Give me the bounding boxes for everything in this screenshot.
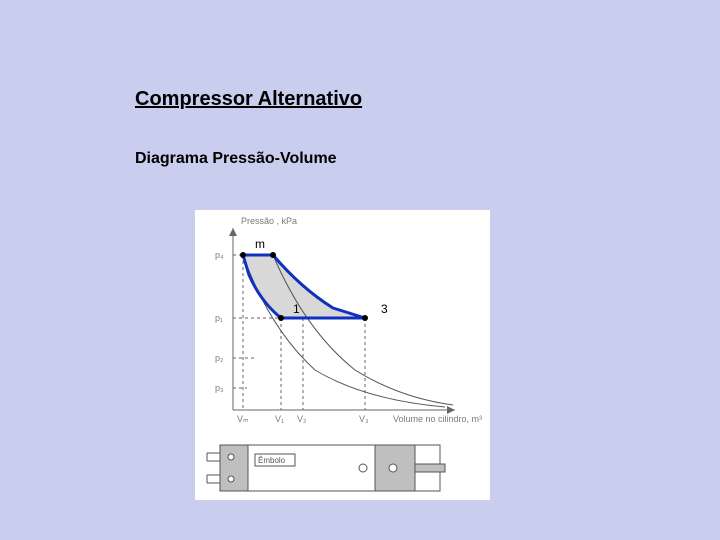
svg-text:m: m xyxy=(255,237,265,251)
svg-text:p₄: p₄ xyxy=(215,250,224,260)
svg-text:p₃: p₃ xyxy=(215,383,224,393)
svg-text:p₁: p₁ xyxy=(215,313,223,323)
svg-text:Volume no cilindro, m³: Volume no cilindro, m³ xyxy=(393,414,482,424)
page-title: Compressor Alternativo xyxy=(135,88,362,111)
svg-text:3: 3 xyxy=(381,302,388,316)
svg-text:Pressão , kPa: Pressão , kPa xyxy=(241,216,297,226)
svg-text:V₁: V₁ xyxy=(275,414,284,424)
svg-text:V₂: V₂ xyxy=(297,414,307,424)
svg-text:Vₘ: Vₘ xyxy=(237,414,249,424)
svg-text:Êmbolo: Êmbolo xyxy=(258,456,286,465)
page-subtitle: Diagrama Pressão-Volume xyxy=(135,150,337,168)
pv-diagram: Pressão , kPa Volume no cilindro, m³ p₄ p₁ p… xyxy=(195,210,490,500)
svg-text:p₂: p₂ xyxy=(215,353,224,363)
svg-text:V₃: V₃ xyxy=(359,414,369,424)
pv-diagram-svg: Pressão , kPa Volume no cilindro, m³ p₄ p₁ p… xyxy=(195,210,490,500)
svg-text:1: 1 xyxy=(293,302,300,316)
